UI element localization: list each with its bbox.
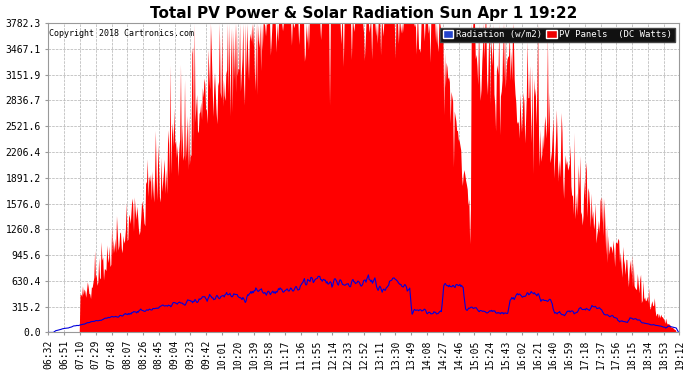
Title: Total PV Power & Solar Radiation Sun Apr 1 19:22: Total PV Power & Solar Radiation Sun Apr… [150,6,578,21]
Legend: Radiation (w/m2), PV Panels  (DC Watts): Radiation (w/m2), PV Panels (DC Watts) [440,28,675,42]
Text: Copyright 2018 Cartronics.com: Copyright 2018 Cartronics.com [49,29,194,38]
